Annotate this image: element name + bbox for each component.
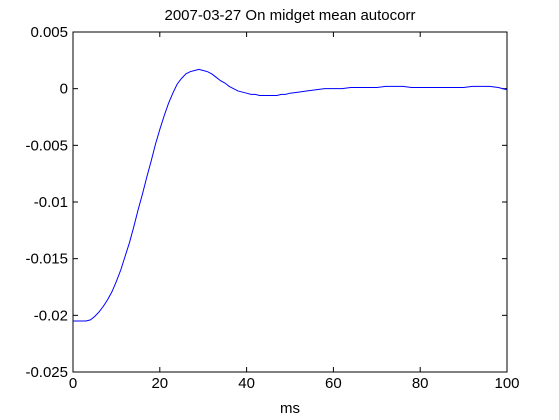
y-axis: -0.025 -0.02 -0.015 -0.01 -0.005 0 0.005 — [25, 24, 507, 381]
y-tick-label: 0.005 — [30, 24, 68, 41]
x-tick-label: 40 — [238, 375, 255, 392]
x-axis: 0 20 40 60 80 100 — [69, 32, 520, 392]
x-axis-label: ms — [280, 400, 300, 417]
series-line — [73, 68, 508, 322]
chart-title: 2007-03-27 On midget mean autocorr — [165, 7, 416, 24]
x-tick-label: 20 — [151, 375, 168, 392]
y-tick-label: -0.01 — [34, 194, 68, 211]
series-layer — [73, 68, 508, 322]
x-tick-label: 60 — [325, 375, 342, 392]
x-tick-label: 100 — [494, 375, 519, 392]
plot-frame — [72, 31, 508, 373]
y-tick-label: 0 — [60, 81, 68, 98]
y-tick-label: -0.02 — [34, 307, 68, 324]
x-tick-label: 0 — [69, 375, 77, 392]
y-tick-label: -0.015 — [25, 251, 68, 268]
y-tick-label: -0.025 — [25, 364, 68, 381]
x-tick-label: 80 — [412, 375, 429, 392]
y-tick-label: -0.005 — [25, 137, 68, 154]
